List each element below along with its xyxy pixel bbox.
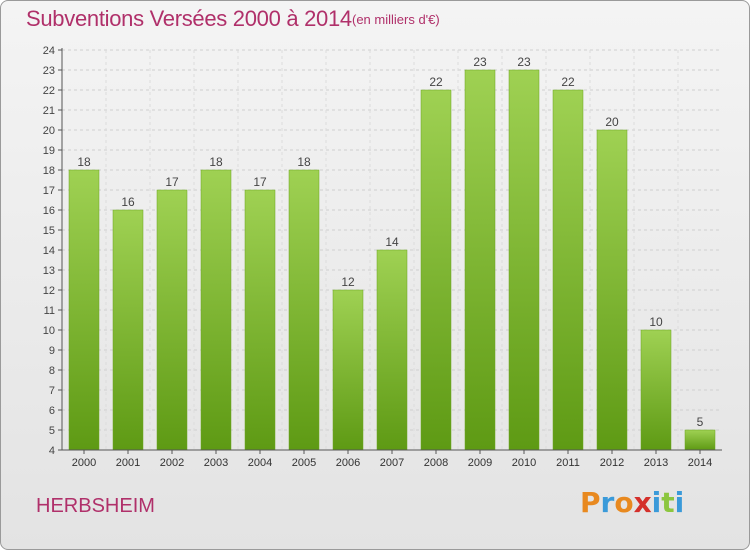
data-label: 12: [341, 275, 355, 289]
x-tick-label: 2012: [600, 457, 624, 469]
bar: [464, 69, 496, 451]
bar: [376, 249, 408, 451]
bar: [112, 209, 144, 451]
data-label: 16: [121, 195, 135, 209]
logo-letter: i: [674, 486, 685, 519]
data-label: 22: [561, 75, 575, 89]
x-tick-label: 2009: [468, 457, 492, 469]
bar: [640, 329, 672, 451]
y-tick-label: 4: [49, 445, 55, 457]
chart-subtitle: (en milliers d'€): [352, 12, 440, 27]
bar: [200, 169, 232, 451]
data-label: 23: [473, 55, 487, 69]
y-tick-label: 24: [43, 45, 55, 57]
y-tick-label: 23: [43, 65, 55, 77]
y-tick-label: 20: [43, 125, 55, 137]
bar: [156, 189, 188, 451]
commune-name: HERBSHEIM: [36, 495, 155, 517]
y-tick-label: 19: [43, 145, 55, 157]
bar: [684, 429, 716, 451]
y-tick-label: 16: [43, 205, 55, 217]
logo-letter: r: [600, 486, 615, 519]
data-label: 20: [605, 115, 619, 129]
x-tick-label: 2010: [512, 457, 536, 469]
y-tick-label: 12: [43, 285, 55, 297]
data-label: 22: [429, 75, 443, 89]
x-tick-label: 2008: [424, 457, 448, 469]
y-tick-label: 9: [49, 345, 55, 357]
logo-letter: o: [614, 486, 634, 519]
y-tick-label: 8: [49, 365, 55, 377]
data-label: 17: [165, 175, 179, 189]
data-label: 18: [77, 155, 91, 169]
data-label: 10: [649, 315, 663, 329]
logo-letter: P: [580, 486, 601, 519]
y-tick-label: 11: [44, 305, 55, 317]
bar: [68, 169, 100, 451]
x-tick-label: 2004: [248, 457, 272, 469]
bar: [552, 89, 584, 451]
x-tick-label: 2002: [160, 457, 184, 469]
x-tick-label: 2006: [336, 457, 360, 469]
bar: [420, 89, 452, 451]
bar: [508, 69, 540, 451]
x-tick-label: 2000: [72, 457, 96, 469]
logo-letter: x: [633, 486, 652, 519]
y-tick-label: 5: [49, 425, 55, 437]
y-tick-label: 10: [43, 325, 55, 337]
y-tick-label: 14: [43, 245, 55, 257]
y-tick-label: 7: [49, 385, 55, 397]
y-tick-label: 6: [49, 405, 55, 417]
y-tick-label: 15: [43, 225, 55, 237]
y-tick-label: 17: [43, 185, 55, 197]
data-label: 14: [385, 235, 399, 249]
proxiti-logo: Proxiti: [580, 486, 684, 519]
x-tick-label: 2003: [204, 457, 228, 469]
x-tick-label: 2001: [116, 457, 140, 469]
bar: [596, 129, 628, 451]
y-tick-label: 13: [43, 265, 55, 277]
y-tick-label: 18: [43, 165, 55, 177]
bar: [244, 189, 276, 451]
bars: [68, 69, 716, 451]
bar: [288, 169, 320, 451]
data-label: 18: [209, 155, 223, 169]
axes: 4 5 6 7 8 9 10 11 12 13 14 15 16 17 18 19 20 21 22 23 24 2000…: [43, 45, 722, 469]
x-tick-label: 2007: [380, 457, 404, 469]
data-label: 23: [517, 55, 531, 69]
y-tick-label: 21: [43, 105, 55, 117]
data-label: 17: [253, 175, 267, 189]
x-tick-label: 2011: [556, 457, 580, 469]
bar: [332, 289, 364, 451]
x-tick-label: 2014: [688, 457, 712, 469]
data-label: 5: [697, 415, 704, 429]
y-tick-label: 22: [43, 85, 55, 97]
x-tick-label: 2013: [644, 457, 668, 469]
x-tick-label: 2005: [292, 457, 316, 469]
logo-letter: i: [651, 486, 662, 519]
data-label: 18: [297, 155, 311, 169]
data-labels: 18 16 17 18 17 18 12 14 22 23 23 22 20 10 5: [77, 55, 703, 429]
chart-title: Subventions Versées 2000 à 2014: [26, 6, 352, 31]
logo-letter: t: [661, 486, 675, 519]
